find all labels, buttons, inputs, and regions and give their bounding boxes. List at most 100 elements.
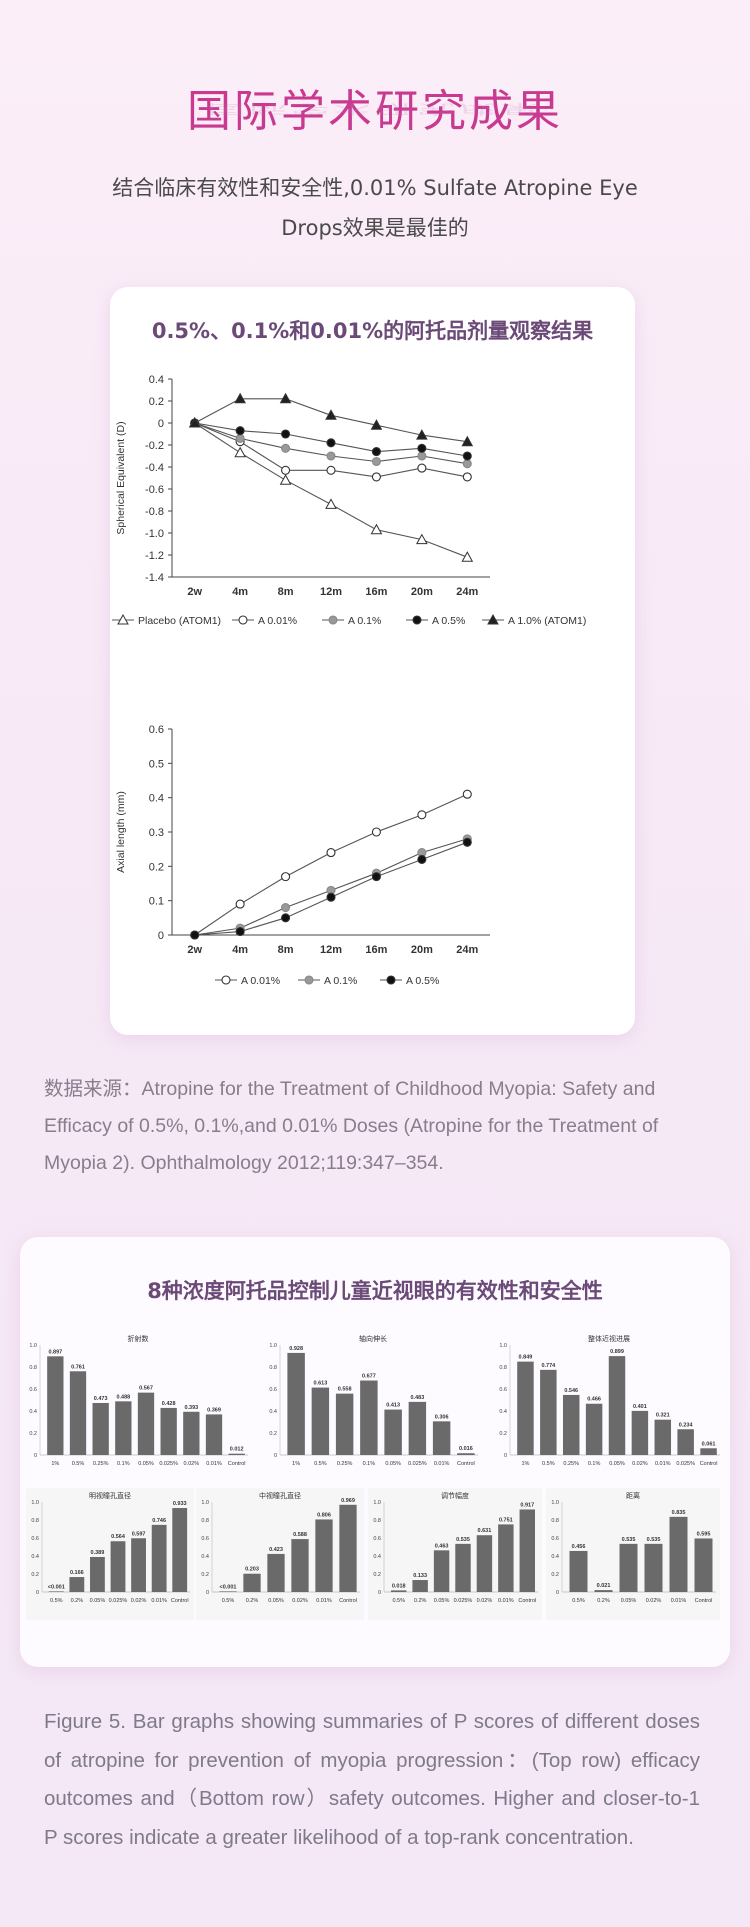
page-title: 国际学术研究成果 bbox=[187, 86, 563, 137]
legend-marker bbox=[304, 975, 314, 985]
mini-bar bbox=[540, 1369, 557, 1455]
y-tick-label: 0.2 bbox=[149, 861, 164, 873]
mini-bar-value: 0.597 bbox=[132, 1531, 146, 1537]
mini-x-tick-label: 0.5% bbox=[314, 1461, 327, 1467]
mini-x-tick-label: 0.02% bbox=[646, 1598, 662, 1604]
data-point bbox=[417, 810, 427, 820]
data-point bbox=[370, 419, 383, 430]
mini-y-tick-label: 0.2 bbox=[29, 1431, 37, 1437]
mini-y-tick-label: 0.4 bbox=[551, 1554, 559, 1560]
data-point bbox=[234, 446, 246, 458]
mini-x-tick-label: 0.5% bbox=[542, 1461, 555, 1467]
mini-bar bbox=[694, 1538, 713, 1592]
mini-x-tick-label: 0.5% bbox=[50, 1598, 63, 1604]
series bbox=[190, 837, 472, 940]
mini-y-tick-label: 0.2 bbox=[269, 1431, 277, 1437]
mini-bar-value: 0.613 bbox=[313, 1381, 327, 1387]
y-axis-label: Spherical Equivalent (D) bbox=[115, 421, 127, 534]
mini-bar bbox=[315, 1519, 333, 1592]
legend-marker bbox=[221, 975, 231, 985]
mini-bar bbox=[183, 1411, 200, 1455]
x-tick-label: 2w bbox=[187, 586, 202, 598]
data-point bbox=[235, 927, 245, 937]
mini-y-tick-label: 0.2 bbox=[551, 1572, 559, 1578]
mini-x-tick-label: 0.2% bbox=[246, 1598, 259, 1604]
mini-bar-value: 0.061 bbox=[702, 1441, 716, 1447]
mini-x-tick-label: 0.01% bbox=[671, 1598, 687, 1604]
mini-bar bbox=[408, 1401, 427, 1455]
mini-bar-value: 0.631 bbox=[478, 1528, 492, 1534]
y-tick-label: 0.6 bbox=[149, 724, 164, 736]
dose-results-title: 0.5%、0.1%和0.01%的阿托品剂量观察结果 bbox=[151, 319, 594, 343]
mini-bar bbox=[243, 1573, 261, 1592]
data-point bbox=[235, 899, 245, 909]
mini-bar-value: 0.835 bbox=[672, 1510, 686, 1516]
x-tick-label: 24m bbox=[456, 586, 478, 598]
legend-marker bbox=[487, 613, 499, 625]
data-point bbox=[417, 451, 427, 461]
page-title-reflection: 国际学术研究成果 bbox=[206, 101, 543, 117]
mini-bar bbox=[594, 1590, 613, 1592]
mini-bar-value: 0.751 bbox=[499, 1517, 513, 1523]
data-point bbox=[326, 848, 336, 858]
mini-y-tick-label: 0.4 bbox=[29, 1409, 37, 1415]
y-tick-label: -0.6 bbox=[145, 484, 164, 496]
data-point bbox=[281, 465, 291, 475]
mini-bar-value: 0.428 bbox=[162, 1401, 176, 1407]
mini-bar-value: 0.018 bbox=[392, 1583, 406, 1589]
mini-x-tick-label: 0.5% bbox=[72, 1461, 85, 1467]
mini-y-tick-label: 0.6 bbox=[29, 1387, 37, 1393]
data-point bbox=[417, 443, 427, 453]
y-tick-label: -0.4 bbox=[145, 462, 164, 474]
x-tick-label: 20m bbox=[411, 586, 433, 598]
x-tick-label: 12m bbox=[320, 944, 342, 956]
legend-label: A 0.5% bbox=[406, 975, 439, 987]
mini-bar-value: 0.535 bbox=[456, 1537, 470, 1543]
mini-x-tick-label: 0.5% bbox=[222, 1598, 235, 1604]
mini-x-tick-label: 0.2% bbox=[597, 1598, 610, 1604]
data-point bbox=[235, 433, 245, 443]
data-point bbox=[235, 426, 245, 436]
mini-bar bbox=[69, 1577, 85, 1592]
mini-y-tick-label: 1.0 bbox=[499, 1343, 507, 1349]
mini-bar bbox=[391, 1590, 407, 1592]
mini-bar bbox=[631, 1410, 649, 1455]
mini-bar bbox=[412, 1580, 428, 1592]
mini-x-tick-label: 0.2% bbox=[71, 1598, 84, 1604]
data-point bbox=[461, 435, 474, 447]
mini-y-tick-label: 1.0 bbox=[29, 1343, 37, 1349]
legend-label: A 0.1% bbox=[324, 975, 357, 987]
mini-x-tick-label: Control bbox=[339, 1598, 357, 1604]
legend-label: Placebo (ATOM1) bbox=[138, 615, 221, 627]
mini-bar bbox=[562, 1394, 580, 1455]
mini-x-tick-label: 0.25% bbox=[563, 1461, 579, 1467]
mini-x-tick-label: 0.02% bbox=[477, 1598, 493, 1604]
mini-bar bbox=[384, 1409, 402, 1455]
mini-x-tick-label: 0.01% bbox=[655, 1461, 671, 1467]
mini-x-tick-label: 0.05% bbox=[434, 1598, 450, 1604]
y-tick-label: -1.0 bbox=[145, 528, 164, 540]
data-point bbox=[371, 872, 381, 882]
mini-bar-value: 0.321 bbox=[656, 1413, 670, 1419]
mini-y-tick-label: 0.4 bbox=[373, 1554, 381, 1560]
legend-item: A 1.0% (ATOM1) bbox=[482, 613, 586, 627]
mini-bar bbox=[457, 1453, 475, 1455]
mini-bar-value: 0.473 bbox=[94, 1396, 108, 1402]
mini-bar-value: 0.456 bbox=[572, 1544, 586, 1550]
y-tick-label: -1.2 bbox=[145, 550, 164, 562]
series-line bbox=[194, 793, 468, 936]
x-tick-label: 8m bbox=[278, 944, 294, 956]
mini-bar-chart: 中视瞳孔直径 1.0 0.8 0.6 0.4 0.2 0 <0.001 0.5% 0.203 0.2… bbox=[196, 1488, 364, 1620]
mini-bar-value: 0.595 bbox=[697, 1531, 711, 1537]
mini-y-tick-label: 0.2 bbox=[499, 1431, 507, 1437]
concentration-title: 8种浓度阿托品控制儿童近视眼的有效性和安全性 bbox=[147, 1279, 603, 1303]
mini-x-tick-label: Control bbox=[700, 1461, 718, 1467]
data-point bbox=[326, 465, 336, 475]
mini-bar bbox=[287, 1352, 305, 1455]
mini-y-tick-label: 0 bbox=[556, 1590, 559, 1596]
data-point bbox=[462, 789, 472, 799]
mini-bar bbox=[677, 1429, 694, 1455]
mini-y-tick-label: 0.8 bbox=[373, 1518, 381, 1524]
mini-bar-chart: 轴向伸长 1.0 0.8 0.6 0.4 0.2 0 0.928 1% 0.613 0.5% 0.55… bbox=[269, 1334, 478, 1467]
mini-bar bbox=[644, 1543, 663, 1592]
